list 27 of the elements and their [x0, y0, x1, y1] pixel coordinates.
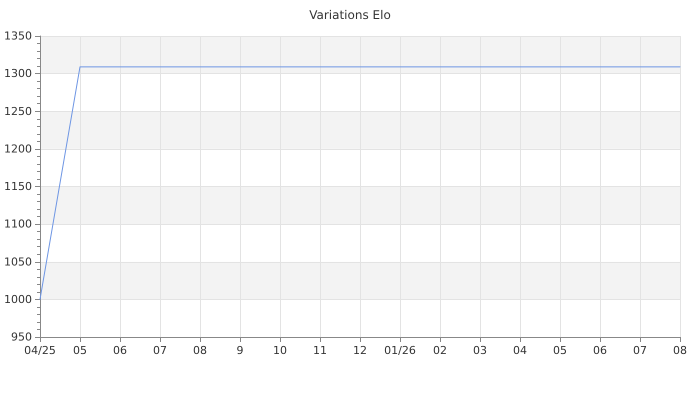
x-tick-label: 03: [473, 344, 487, 357]
y-tick-label: 1150: [4, 180, 32, 193]
y-tick-label: 1050: [4, 255, 32, 268]
x-tick-label: 11: [313, 344, 327, 357]
x-tick-label: 07: [153, 344, 167, 357]
y-tick-label: 1000: [4, 292, 32, 306]
x-tick-label: 01/26: [384, 344, 416, 357]
x-tick-label: 12: [353, 344, 367, 357]
x-tick-label: 08: [193, 344, 207, 357]
y-tick-label: 1100: [4, 218, 32, 231]
x-tick-label: 06: [593, 344, 607, 357]
x-tick-label: 05: [553, 344, 567, 357]
x-tick-label: 06: [113, 344, 127, 357]
x-tick-label: 04/25: [24, 344, 56, 357]
x-tick-label: 10: [273, 344, 287, 357]
y-tick-label: 1300: [4, 67, 32, 80]
x-tick-label: 08: [673, 344, 687, 357]
y-tick-label: 1350: [4, 30, 32, 42]
y-tick-label: 1250: [4, 104, 32, 118]
x-tick-label: 02: [433, 344, 447, 357]
x-tick-label: 04: [513, 344, 527, 357]
x-tick-label: 07: [633, 344, 647, 357]
y-tick-label: 950: [11, 330, 32, 344]
y-tick-label: 1200: [4, 142, 32, 156]
chart-title: Variations Elo: [309, 8, 391, 22]
x-tick-label: 9: [236, 344, 244, 357]
x-tick-label: 05: [73, 344, 87, 357]
